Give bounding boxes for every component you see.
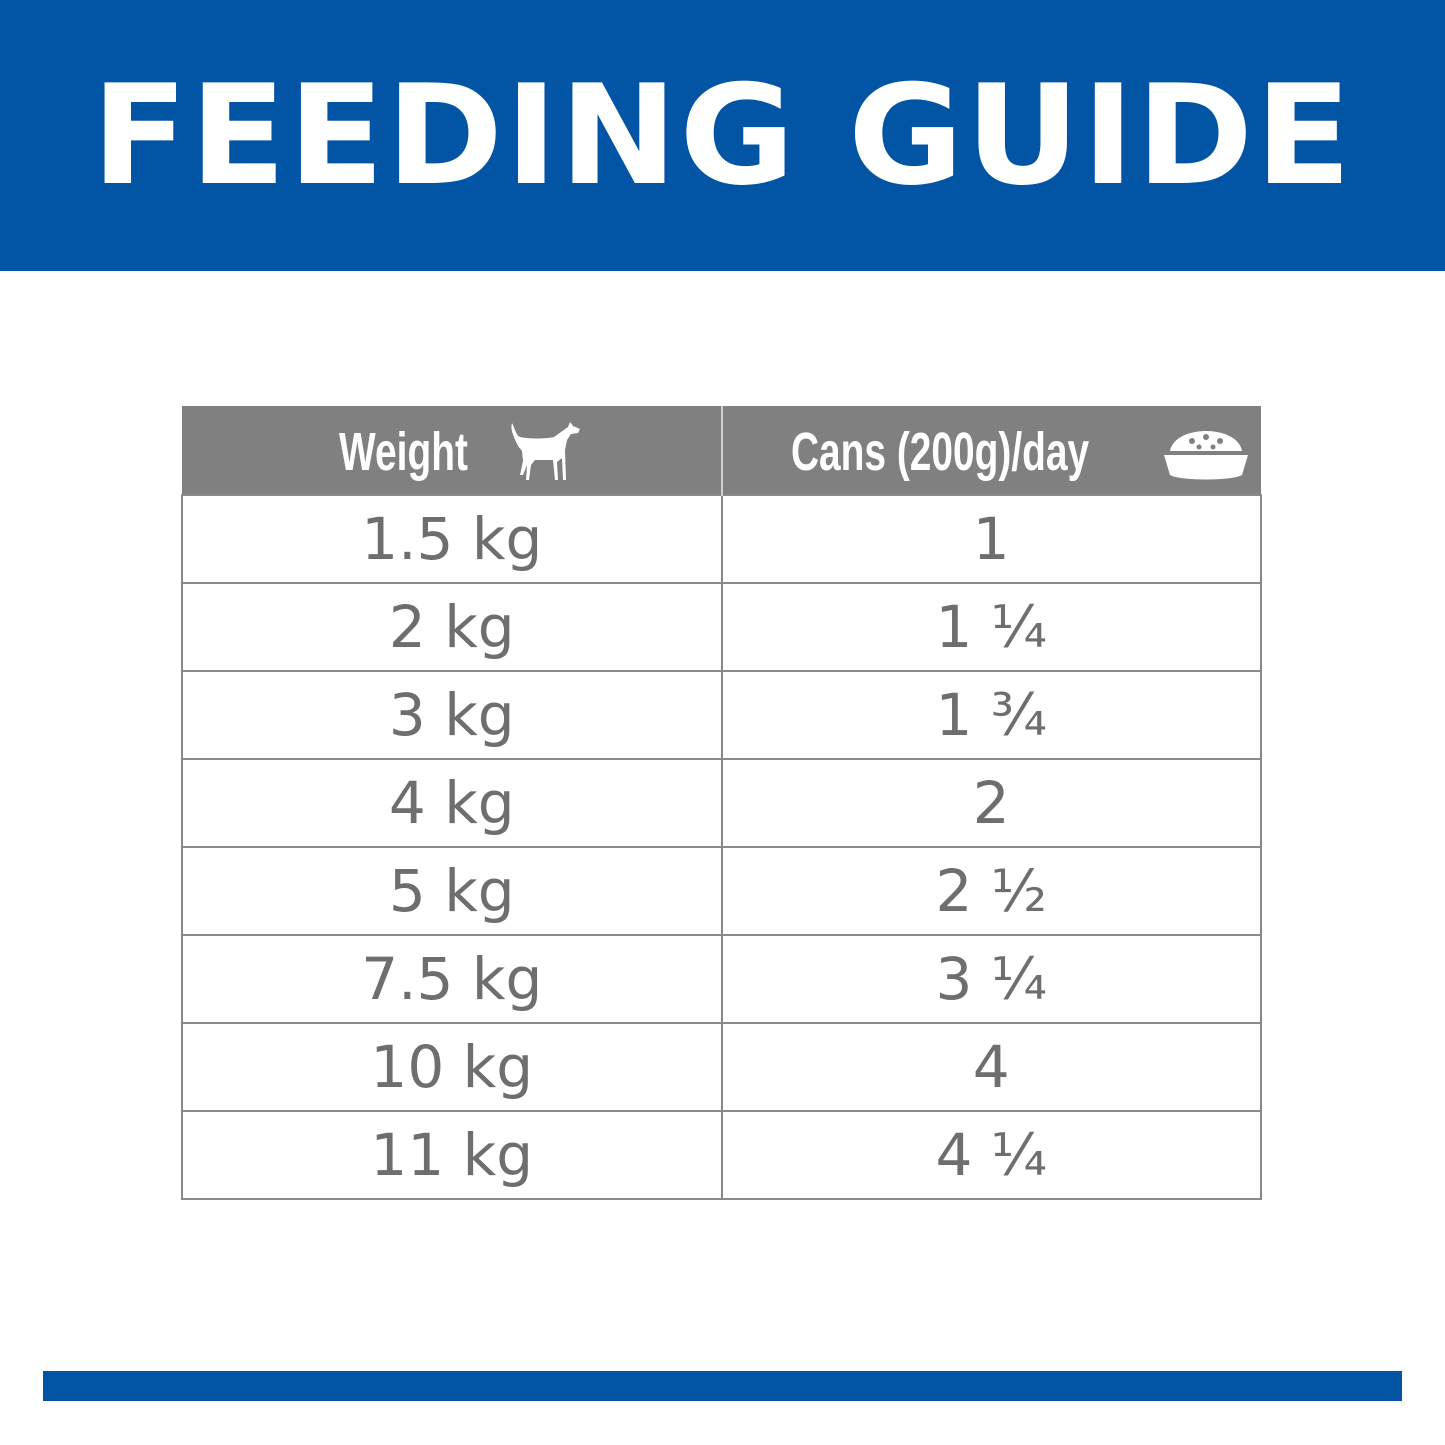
weight-cell: 5 kg xyxy=(181,846,723,936)
weight-cell: 10 kg xyxy=(181,1022,723,1112)
weight-header-label: Weight xyxy=(339,421,469,482)
cans-cell: 3 ¼ xyxy=(720,934,1262,1024)
cans-cell: 1 ¾ xyxy=(720,670,1262,760)
food-bowl-icon xyxy=(1164,430,1249,480)
footer-bar xyxy=(43,1371,1402,1401)
weight-cell: 2 kg xyxy=(181,582,723,672)
feeding-table: Weight Cans (200g)/day 1.5 kg 1 2 kg 1 ¼ 3… xyxy=(181,406,1262,1200)
weight-cell: 3 kg xyxy=(181,670,723,760)
weight-cell: 4 kg xyxy=(181,758,723,848)
cans-cell: 2 ½ xyxy=(720,846,1262,936)
cans-header-label: Cans (200g)/day xyxy=(791,421,1090,482)
weight-cell: 1.5 kg xyxy=(181,494,723,584)
table-row: 4 kg 2 xyxy=(181,758,1262,848)
dog-icon xyxy=(511,421,581,480)
weight-cell: 7.5 kg xyxy=(181,934,723,1024)
table-row: 10 kg 4 xyxy=(181,1022,1262,1112)
table-row: 3 kg 1 ¾ xyxy=(181,670,1262,760)
title-banner: FEEDING GUIDE xyxy=(0,0,1445,271)
cans-cell: 4 ¼ xyxy=(720,1110,1262,1200)
table-row: 7.5 kg 3 ¼ xyxy=(181,934,1262,1024)
cans-cell: 1 ¼ xyxy=(720,582,1262,672)
table-row: 11 kg 4 ¼ xyxy=(181,1110,1262,1200)
cans-column-header: Cans (200g)/day xyxy=(721,406,1261,495)
table-row: 5 kg 2 ½ xyxy=(181,846,1262,936)
table-header-row: Weight Cans (200g)/day xyxy=(182,406,1261,495)
page-title: FEEDING GUIDE xyxy=(91,55,1354,216)
weight-cell: 11 kg xyxy=(181,1110,723,1200)
table-row: 2 kg 1 ¼ xyxy=(181,582,1262,672)
cans-cell: 2 xyxy=(720,758,1262,848)
cans-cell: 1 xyxy=(720,494,1262,584)
weight-column-header: Weight xyxy=(182,406,723,495)
table-row: 1.5 kg 1 xyxy=(181,494,1262,584)
cans-cell: 4 xyxy=(720,1022,1262,1112)
